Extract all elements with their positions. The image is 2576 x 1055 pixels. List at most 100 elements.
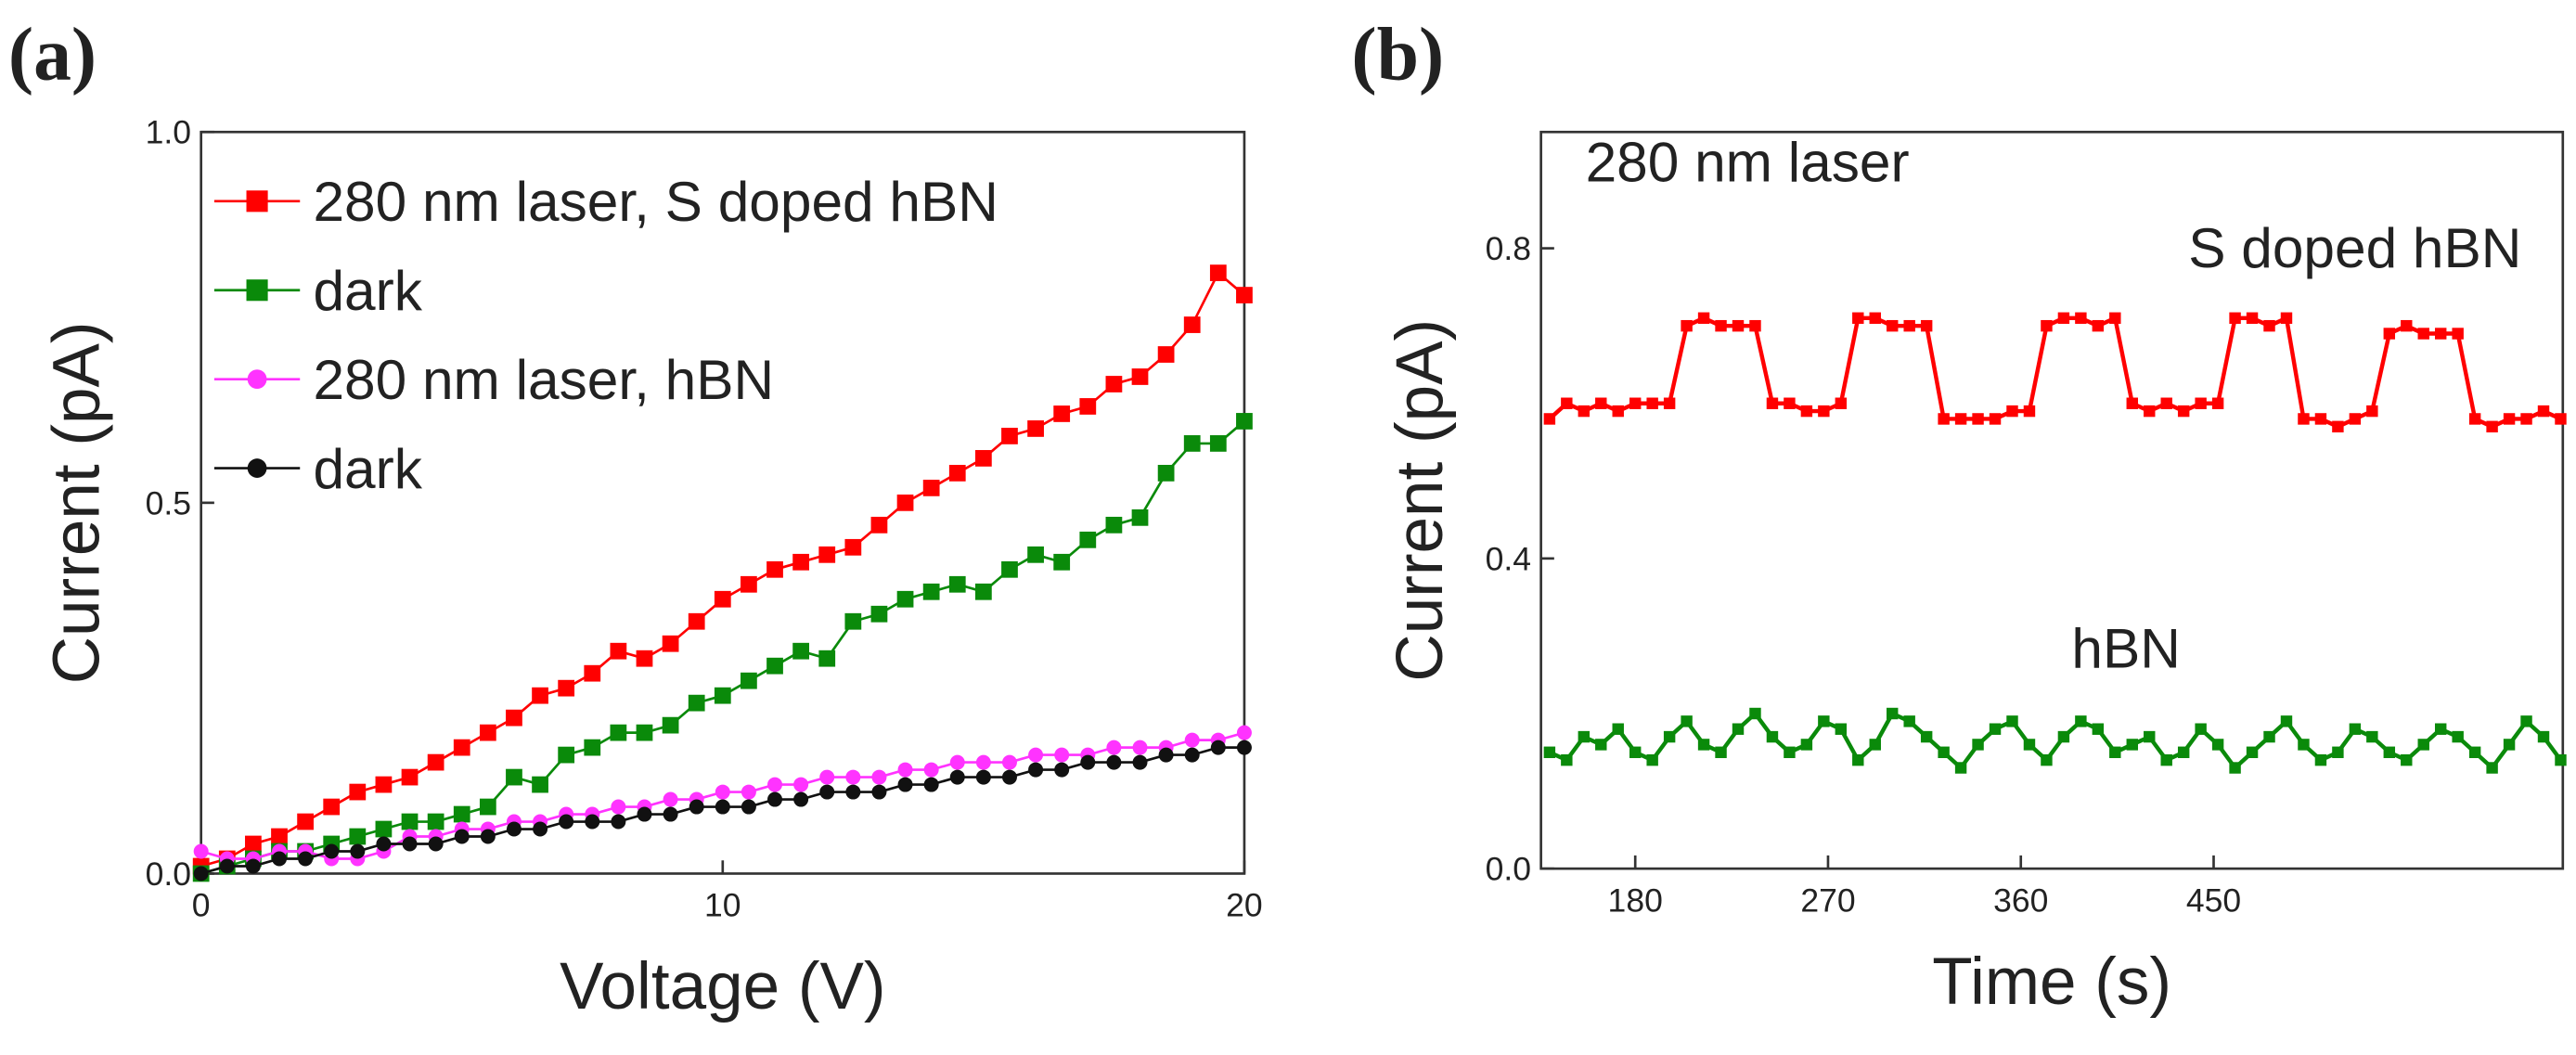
data-point	[1209, 264, 1227, 281]
data-point	[2349, 413, 2362, 425]
data-point	[401, 768, 419, 786]
data-point	[2177, 746, 2190, 759]
legend-label: dark	[313, 437, 422, 500]
data-point	[2503, 413, 2516, 425]
data-point	[1079, 531, 1097, 548]
data-point	[1105, 376, 1123, 392]
data-point	[844, 538, 862, 556]
data-point	[1869, 312, 1881, 325]
data-point	[1106, 740, 1122, 755]
data-point	[1079, 398, 1097, 415]
data-point	[1989, 413, 2002, 425]
data-point	[741, 784, 756, 800]
data-point	[793, 777, 809, 792]
data-point	[819, 784, 835, 800]
data-point	[2263, 319, 2275, 332]
data-point	[2314, 413, 2327, 425]
y-axis-label: Current (pA)	[41, 321, 114, 684]
data-point	[2349, 723, 2362, 735]
data-point	[1920, 730, 1933, 743]
data-point	[1543, 746, 1556, 759]
data-point	[533, 821, 548, 837]
data-point	[2023, 739, 2036, 751]
data-point	[2075, 312, 2087, 325]
data-point	[2023, 405, 2036, 418]
data-point	[1869, 739, 1881, 751]
data-point	[479, 724, 496, 741]
x-tick-label: 360	[1993, 881, 2048, 919]
data-point	[845, 784, 861, 800]
data-point	[975, 769, 991, 785]
data-point	[1236, 740, 1252, 755]
data-point	[1157, 465, 1175, 482]
data-point	[2229, 312, 2241, 325]
data-point	[245, 835, 262, 853]
data-point	[844, 612, 862, 630]
data-point	[375, 776, 393, 793]
data-point	[662, 716, 679, 734]
data-point	[2452, 328, 2464, 340]
data-point	[1697, 312, 1710, 325]
data-point	[2486, 762, 2498, 774]
data-point	[1887, 707, 1899, 720]
data-point	[663, 806, 678, 822]
data-point	[2298, 413, 2310, 425]
data-point	[1852, 753, 1864, 766]
data-point	[636, 650, 653, 667]
data-point	[974, 450, 992, 467]
data-point	[1595, 397, 1607, 409]
data-point	[297, 813, 314, 830]
data-point	[2520, 715, 2532, 727]
x-tick-label: 10	[704, 887, 741, 924]
data-point	[949, 769, 965, 785]
y-tick-label: 1.0	[146, 114, 191, 151]
data-point	[453, 805, 470, 823]
data-point	[1158, 747, 1174, 763]
data-point	[1784, 397, 1796, 409]
legend-label: dark	[313, 259, 422, 322]
data-point	[922, 479, 940, 496]
data-point	[1105, 516, 1123, 534]
data-point	[637, 806, 652, 822]
data-point	[766, 657, 783, 675]
data-point	[2503, 739, 2516, 751]
data-point	[532, 776, 548, 793]
data-point	[610, 724, 627, 741]
x-tick-label: 180	[1608, 881, 1663, 919]
data-point	[1749, 319, 1761, 332]
data-point	[2434, 328, 2447, 340]
data-point	[2383, 328, 2396, 340]
data-point	[1646, 397, 1658, 409]
data-point	[401, 813, 419, 830]
data-point	[402, 836, 418, 852]
data-point	[350, 843, 366, 859]
data-point	[2041, 753, 2053, 766]
data-point	[298, 851, 314, 867]
data-point	[689, 799, 704, 815]
data-point	[1920, 319, 1933, 332]
data-point	[870, 605, 888, 623]
data-point	[427, 753, 444, 771]
data-point	[1954, 762, 1967, 774]
data-point	[1210, 740, 1226, 755]
data-point	[2211, 739, 2224, 751]
legend-marker	[246, 279, 268, 302]
data-point	[506, 821, 522, 837]
data-point	[428, 836, 444, 852]
data-point	[271, 828, 288, 845]
data-point	[219, 858, 235, 874]
data-point	[636, 724, 653, 741]
data-point	[923, 777, 939, 792]
data-point	[922, 583, 940, 600]
data-point	[427, 813, 444, 830]
data-point	[2160, 397, 2172, 409]
data-point	[1001, 769, 1017, 785]
data-point	[1001, 428, 1018, 444]
data-point	[584, 739, 601, 756]
y-tick-label: 0.8	[1486, 230, 1531, 267]
data-point	[2383, 746, 2396, 759]
data-point	[1818, 405, 1830, 418]
data-point	[1184, 747, 1200, 763]
